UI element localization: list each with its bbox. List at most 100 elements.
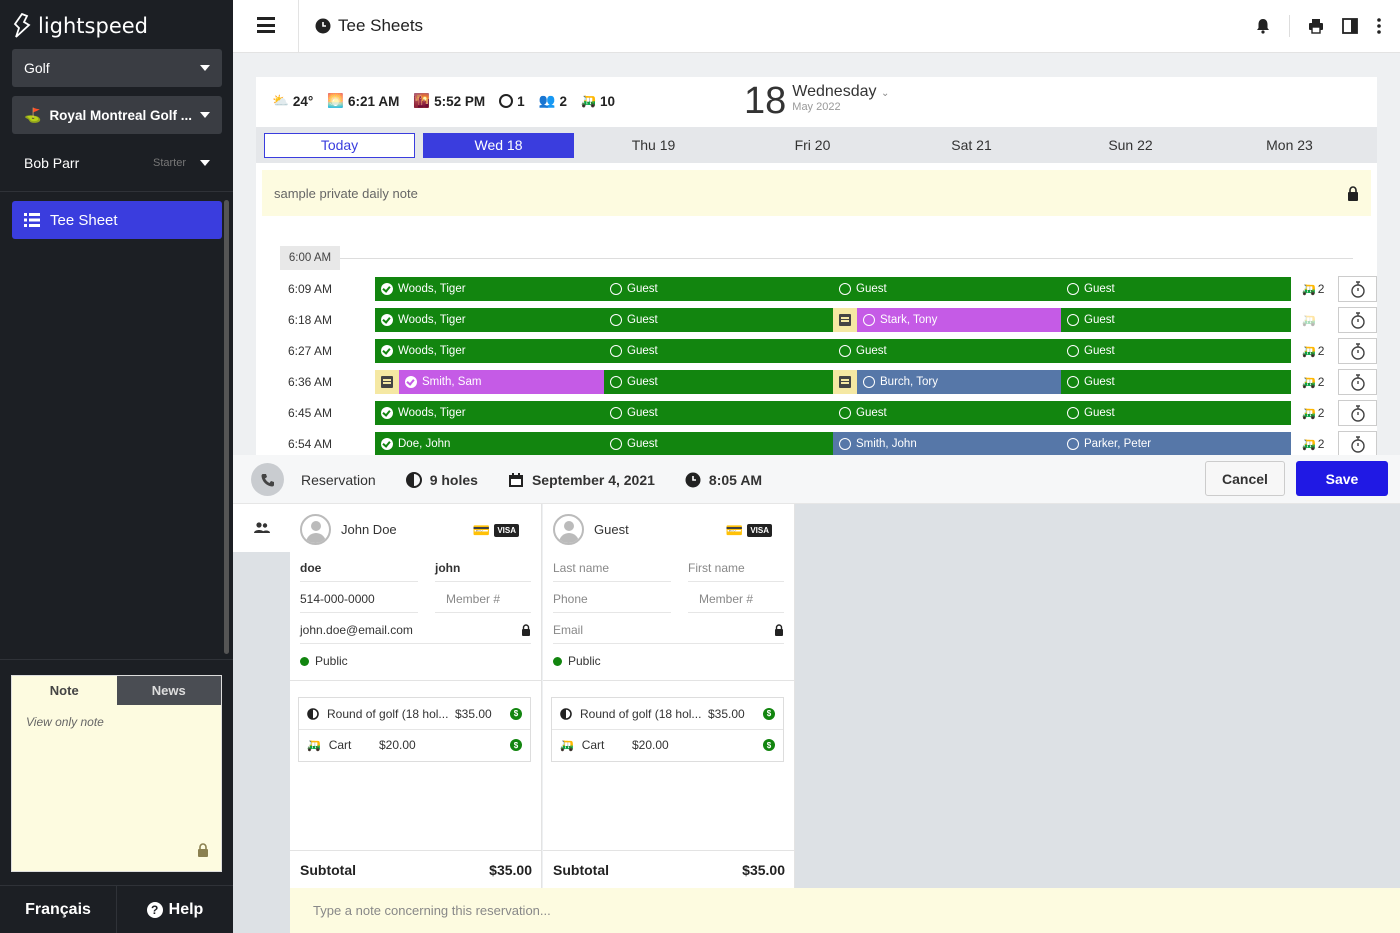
players-count: 👥 2 bbox=[538, 93, 567, 109]
player-slot[interactable]: Guest bbox=[604, 277, 833, 301]
timer-button[interactable] bbox=[1338, 369, 1377, 395]
nav-tee-sheet[interactable]: Tee Sheet bbox=[12, 201, 222, 239]
player-slot[interactable]: Guest bbox=[604, 370, 833, 394]
cart-count[interactable]: 🛺 2 bbox=[1302, 437, 1325, 451]
player-slot[interactable]: Guest bbox=[604, 432, 833, 455]
reservation-date[interactable]: September 4, 2021 bbox=[508, 472, 655, 488]
cart-count[interactable]: 🛺 2 bbox=[1302, 375, 1325, 389]
card-check-icon[interactable]: 💳 bbox=[725, 522, 744, 538]
player-slot[interactable]: Guest bbox=[1061, 277, 1291, 301]
phone-icon[interactable] bbox=[251, 463, 284, 496]
email-field[interactable]: john.doe@email.com bbox=[300, 616, 531, 644]
timer-button[interactable] bbox=[1338, 307, 1377, 333]
tee-time-row: 6:09 AM Woods, Tiger Guest Guest Guest 🛺 2 bbox=[280, 276, 1377, 302]
player-slot[interactable]: Burch, Tory bbox=[857, 370, 1061, 394]
timer-button[interactable] bbox=[1338, 338, 1377, 364]
cart-count[interactable]: 🛺 2 bbox=[1302, 344, 1325, 358]
users-icon[interactable] bbox=[233, 504, 290, 552]
timer-button[interactable] bbox=[1338, 276, 1377, 302]
player-slot[interactable]: Guest bbox=[604, 308, 833, 332]
email-field[interactable]: Email bbox=[553, 616, 784, 644]
list-item[interactable]: Round of golf (18 hol... $35.00 $ bbox=[552, 698, 783, 729]
player-slot[interactable]: Woods, Tiger bbox=[375, 401, 604, 425]
member-field[interactable]: Member # bbox=[688, 585, 784, 613]
module-select[interactable]: Golf bbox=[12, 49, 222, 87]
player-slot[interactable]: Guest bbox=[1061, 370, 1291, 394]
more-vertical-icon[interactable] bbox=[1376, 18, 1382, 34]
course-select[interactable]: ⛳ Royal Montreal Golf ... bbox=[12, 96, 222, 134]
hamburger-menu-icon[interactable] bbox=[257, 17, 275, 33]
player-name: Guest bbox=[856, 345, 887, 357]
player-slot[interactable]: Woods, Tiger bbox=[375, 308, 604, 332]
phone-field[interactable]: 514-000-0000 bbox=[300, 585, 418, 613]
tab-news[interactable]: News bbox=[116, 676, 221, 705]
card-check-icon[interactable]: 💳 bbox=[472, 522, 491, 538]
rate-select[interactable]: Public bbox=[300, 654, 348, 668]
cancel-button[interactable]: Cancel bbox=[1205, 461, 1285, 496]
printer-icon[interactable] bbox=[1308, 18, 1324, 34]
save-button[interactable]: Save bbox=[1296, 461, 1388, 496]
timer-button[interactable] bbox=[1338, 431, 1377, 455]
cart-count[interactable]: 🛺 2 bbox=[1302, 282, 1325, 296]
player-slot[interactable]: Guest bbox=[1061, 339, 1291, 363]
tab-mon-23[interactable]: Mon 23 bbox=[1266, 137, 1313, 153]
cart-count[interactable]: 🛺 bbox=[1302, 308, 1318, 332]
list-item[interactable]: Round of golf (18 hol... $35.00 $ bbox=[299, 698, 530, 729]
player-slot[interactable]: Woods, Tiger bbox=[375, 339, 604, 363]
first-name-field[interactable]: john bbox=[435, 554, 531, 582]
tab-today[interactable]: Today bbox=[264, 132, 415, 158]
note-flag[interactable] bbox=[833, 308, 857, 332]
player-slot[interactable]: Parker, Peter bbox=[1061, 432, 1291, 455]
last-name-field[interactable]: Last name bbox=[553, 554, 671, 582]
cart-count[interactable]: 🛺 2 bbox=[1302, 406, 1325, 420]
sidebar-scrollbar[interactable] bbox=[224, 200, 229, 654]
list-item[interactable]: 🛺 Cart $20.00 $ bbox=[552, 729, 783, 760]
avatar bbox=[553, 514, 584, 545]
reservation-time[interactable]: 8:05 AM bbox=[685, 472, 762, 488]
temperature: ⛅ 24° bbox=[272, 93, 314, 109]
reservation-note-input[interactable]: Type a note concerning this reservation.… bbox=[290, 888, 1400, 933]
tee-time: 6:45 AM bbox=[288, 406, 333, 420]
player-slot[interactable]: Guest bbox=[604, 339, 833, 363]
player-slot[interactable]: Guest bbox=[833, 277, 1061, 301]
lock-icon bbox=[198, 843, 208, 857]
bell-icon[interactable] bbox=[1255, 18, 1271, 34]
player-slot[interactable]: Smith, Sam bbox=[399, 370, 604, 394]
stopwatch-icon bbox=[1350, 342, 1365, 360]
player-slot[interactable]: Smith, John bbox=[833, 432, 1061, 455]
circle-icon bbox=[610, 283, 622, 295]
member-field[interactable]: Member # bbox=[435, 585, 531, 613]
player-slot[interactable]: Doe, John bbox=[375, 432, 604, 455]
player-slot[interactable]: Guest bbox=[1061, 401, 1291, 425]
tab-sun-22[interactable]: Sun 22 bbox=[1108, 137, 1153, 153]
rate-select[interactable]: Public bbox=[553, 654, 601, 668]
player-slot[interactable]: Guest bbox=[833, 401, 1061, 425]
help-button[interactable]: ? Help bbox=[116, 886, 233, 933]
phone-field[interactable]: Phone bbox=[553, 585, 671, 613]
player-slot[interactable]: Guest bbox=[1061, 308, 1291, 332]
layout-icon[interactable] bbox=[1342, 18, 1358, 34]
tab-sat-21[interactable]: Sat 21 bbox=[951, 137, 992, 153]
visa-icon[interactable]: VISA bbox=[494, 524, 519, 537]
tab-wed-18[interactable]: Wed 18 bbox=[423, 132, 574, 158]
first-name-field[interactable]: First name bbox=[688, 554, 784, 582]
player-slot[interactable]: Guest bbox=[604, 401, 833, 425]
tab-note[interactable]: Note bbox=[49, 683, 79, 698]
language-button[interactable]: Français bbox=[0, 886, 116, 933]
logo[interactable]: lightspeed bbox=[12, 12, 148, 40]
date-picker[interactable]: 18 Wednesday ⌄ May 2022 bbox=[744, 81, 889, 121]
player-slot[interactable]: Woods, Tiger bbox=[375, 277, 604, 301]
tab-thu-19[interactable]: Thu 19 bbox=[631, 137, 676, 153]
timer-button[interactable] bbox=[1338, 400, 1377, 426]
holes-info[interactable]: 9 holes bbox=[405, 471, 478, 488]
visa-icon[interactable]: VISA bbox=[747, 524, 772, 537]
note-flag[interactable] bbox=[833, 370, 857, 394]
note-flag[interactable] bbox=[375, 370, 399, 394]
tab-fri-20[interactable]: Fri 20 bbox=[794, 137, 831, 153]
user-select[interactable]: Bob Parr Starter bbox=[12, 146, 222, 180]
last-name-field[interactable]: doe bbox=[300, 554, 418, 582]
daily-note[interactable]: sample private daily note bbox=[262, 170, 1371, 216]
player-slot[interactable]: Stark, Tony bbox=[857, 308, 1061, 332]
list-item[interactable]: 🛺 Cart $20.00 $ bbox=[299, 729, 530, 760]
player-slot[interactable]: Guest bbox=[833, 339, 1061, 363]
